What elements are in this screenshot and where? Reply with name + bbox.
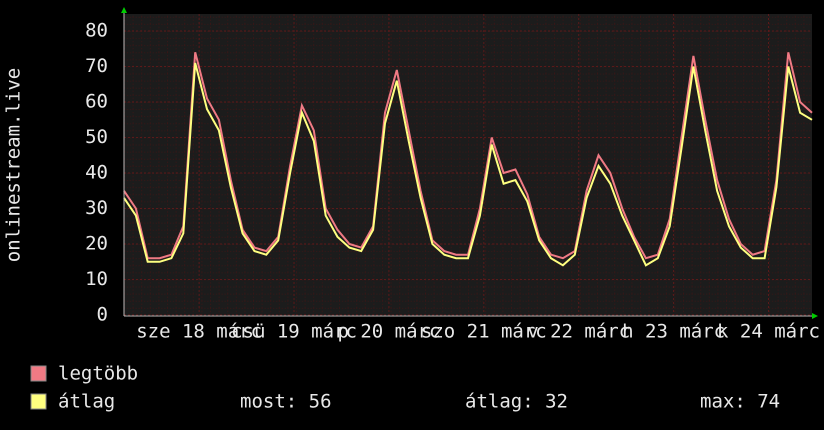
legend-swatch: [30, 393, 47, 410]
x-tick-label: p 20 márc: [337, 321, 440, 343]
y-tick-label: 20: [85, 233, 108, 255]
y-tick-label: 40: [85, 162, 108, 184]
x-arrow: [812, 313, 818, 319]
y-tick-label: 60: [85, 91, 108, 113]
x-tick-label: v 22 márc: [527, 321, 630, 343]
legend-label: átlag: [58, 391, 115, 413]
y-tick-label: 0: [97, 304, 108, 326]
legend-swatch: [30, 365, 47, 382]
y-arrow: [121, 7, 127, 13]
y-tick-label: 80: [85, 20, 108, 42]
x-tick-label: h 23 márc: [622, 321, 725, 343]
y-axis-label: onlinestream.live: [3, 68, 25, 262]
x-tick-label: csü 19 márc: [231, 321, 357, 343]
y-tick-label: 70: [85, 55, 108, 77]
x-tick-label: sze 18 márc: [136, 321, 262, 343]
stat: max: 74: [700, 391, 780, 413]
legend-label: legtöbb: [58, 363, 138, 385]
stat: most: 56: [240, 391, 332, 413]
x-tick-label: k 24 márc: [717, 321, 820, 343]
series-line: [123, 62, 813, 267]
legend: legtöbb átlag most: 56 átlag: 32 max: 74: [30, 363, 780, 413]
y-tick-label: 30: [85, 197, 108, 219]
minor-grid: [124, 14, 812, 315]
plot: [123, 14, 813, 316]
x-tick-label: szo 21 márc: [421, 321, 547, 343]
y-tick-label: 50: [85, 126, 108, 148]
y-tick-label: 10: [85, 268, 108, 290]
stat: átlag: 32: [465, 391, 568, 413]
